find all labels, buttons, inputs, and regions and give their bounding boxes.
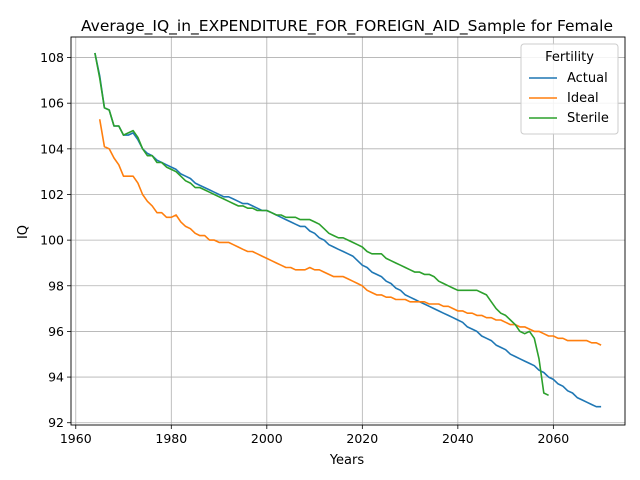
series-line-sterile [94,52,549,397]
series-line-ideal [98,119,602,346]
legend: Fertility Actual Ideal Sterile [520,43,619,135]
y-tick-label: 108 [40,50,64,65]
y-tick-label: 106 [40,96,64,111]
y-axis-label: IQ [16,225,31,239]
legend-label-actual: Actual [567,71,608,86]
x-tick-label: 1980 [155,431,187,446]
x-tick-label: 2000 [251,431,283,446]
x-axis: 1960 1980 2000 2020 2040 2060 [60,425,569,446]
y-tick-label: 94 [48,370,64,385]
x-tick-label: 2020 [346,431,378,446]
legend-box [520,43,619,135]
legend-title: Fertility [545,50,594,65]
series-lines [94,52,602,408]
series-line-actual [94,52,602,408]
x-tick-label: 2060 [537,431,569,446]
y-tick-label: 100 [40,233,64,248]
y-tick-label: 104 [40,141,64,156]
y-tick-label: 92 [48,415,64,430]
x-tick-label: 2040 [442,431,474,446]
y-tick-label: 96 [48,324,64,339]
x-tick-label: 1960 [60,431,92,446]
legend-label-sterile: Sterile [567,111,609,126]
legend-label-ideal: Ideal [567,91,599,106]
chart-title: Average_IQ_in_EXPENDITURE_FOR_FOREIGN_AI… [81,17,613,36]
x-axis-label: Years [329,453,365,468]
y-tick-label: 98 [48,278,64,293]
y-tick-label: 102 [40,187,64,202]
plot-frame [70,36,626,426]
y-axis: 92 94 96 98 100 102 104 106 108 [40,50,71,430]
